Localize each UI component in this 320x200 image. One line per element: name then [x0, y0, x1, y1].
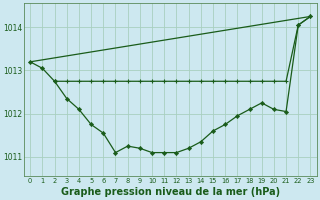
X-axis label: Graphe pression niveau de la mer (hPa): Graphe pression niveau de la mer (hPa) — [61, 187, 280, 197]
